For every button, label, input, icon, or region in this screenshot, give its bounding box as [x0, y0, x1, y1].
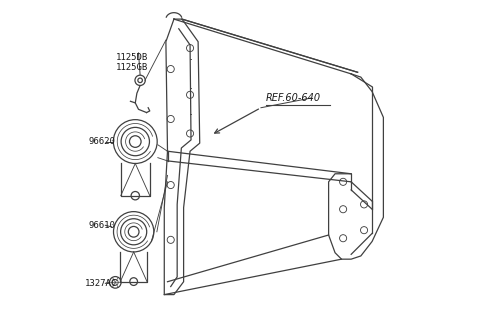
Text: REF.60-640: REF.60-640: [266, 93, 321, 103]
Text: 1125DB
1125GB: 1125DB 1125GB: [116, 53, 148, 72]
Text: 96620: 96620: [88, 137, 115, 146]
Text: 96610: 96610: [88, 221, 115, 230]
Text: 1327AC: 1327AC: [85, 279, 118, 288]
